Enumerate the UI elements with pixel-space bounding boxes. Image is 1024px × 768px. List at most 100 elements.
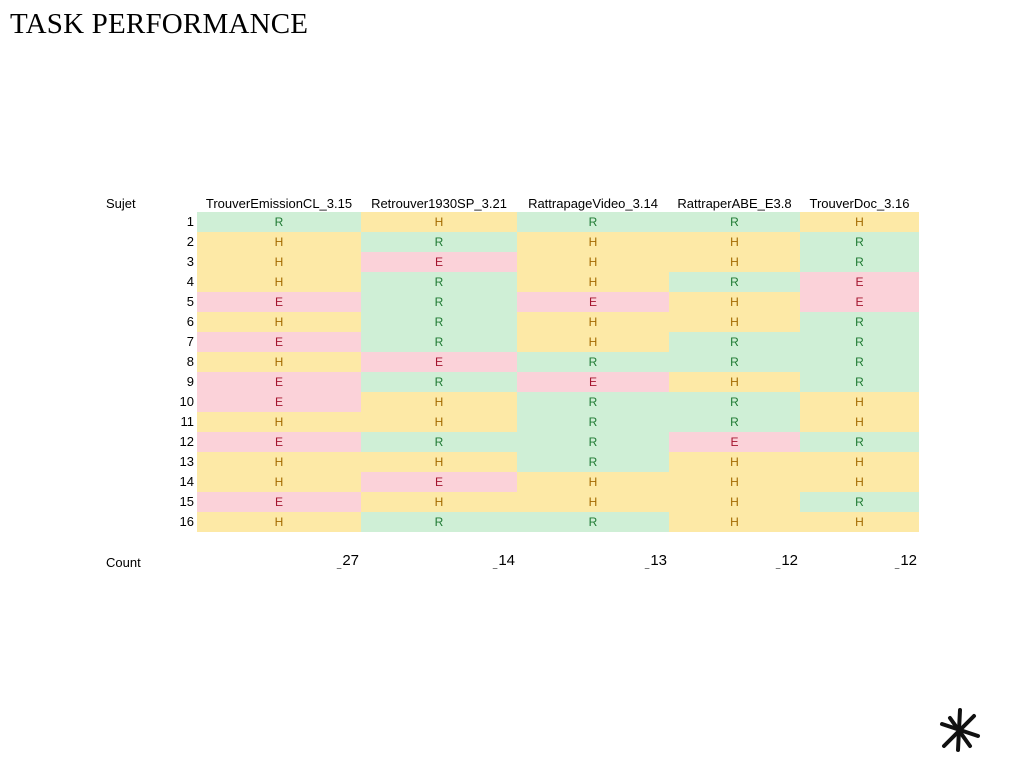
column-header: TrouverDoc_3.16 [809,196,910,211]
row-number: 14 [179,474,194,489]
table-cell: H [361,412,517,432]
row-number: 13 [179,454,194,469]
row-number: 9 [186,374,194,389]
count-value: _27 [299,552,359,569]
table-cell: E [197,392,361,412]
table-cell: H [669,232,800,252]
table-cell: H [197,272,361,292]
table-cell: R [517,512,669,532]
table-cell: H [669,452,800,472]
table-cell: R [800,232,919,252]
row-number: 7 [186,334,194,349]
table-cell: H [197,452,361,472]
table-cell: R [800,252,919,272]
table-cell: R [800,432,919,452]
table-cell: R [361,272,517,292]
table-cell: H [800,512,919,532]
table-cell: E [197,292,361,312]
table-cell: E [197,332,361,352]
table-cell: R [361,232,517,252]
table-cell: R [361,372,517,392]
count-row-label: Count [106,555,141,570]
column-header: Retrouver1930SP_3.21 [371,196,507,211]
row-number: 4 [186,274,194,289]
row-number: 8 [186,354,194,369]
table-cell: H [800,412,919,432]
table-cell: H [669,292,800,312]
table-cell: R [800,352,919,372]
row-number: 12 [179,434,194,449]
table-cell: H [197,412,361,432]
table-cell: E [361,252,517,272]
table-cell: E [197,432,361,452]
table-cell: H [361,492,517,512]
count-number: 12 [781,552,798,569]
row-number: 10 [179,394,194,409]
table-cell: H [517,492,669,512]
table-cell: R [517,432,669,452]
row-number: 16 [179,514,194,529]
table-cell: R [669,332,800,352]
table-cell: H [197,232,361,252]
table-cell: R [361,312,517,332]
column-header: RattrapageVideo_3.14 [528,196,658,211]
row-number: 1 [186,214,194,229]
table-cell: H [197,352,361,372]
count-marker-icon: _ [492,560,498,569]
table-cell: R [669,212,800,232]
table-cell: H [197,512,361,532]
count-value: _14 [455,552,515,569]
table-cell: H [669,372,800,392]
table-cell: R [517,392,669,412]
table-cell: R [669,352,800,372]
table-cell: H [361,452,517,472]
table-cell: E [517,292,669,312]
page-title: TASK PERFORMANCE [10,8,309,40]
table-cell: R [800,312,919,332]
table-cell: E [517,372,669,392]
table-cell: H [800,392,919,412]
row-number: 15 [179,494,194,509]
table-cell: R [197,212,361,232]
table-cell: H [197,312,361,332]
table-cell: R [361,332,517,352]
table-cell: H [669,512,800,532]
count-value: _12 [738,552,798,569]
table-cell: H [517,252,669,272]
table-cell: H [517,272,669,292]
row-number: 2 [186,234,194,249]
table-cell: H [517,472,669,492]
table-cell: H [800,472,919,492]
count-number: 13 [650,552,667,569]
table-cell: H [669,252,800,272]
count-marker-icon: _ [644,560,650,569]
table-cell: H [517,312,669,332]
table-cell: R [669,272,800,292]
table-cell: H [197,252,361,272]
count-number: 27 [342,552,359,569]
table-cell: H [669,312,800,332]
count-value: _12 [857,552,917,569]
table-cell: R [361,432,517,452]
table-cell: H [197,472,361,492]
count-marker-icon: _ [336,560,342,569]
table-cell: R [669,412,800,432]
table-cell: R [800,372,919,392]
count-number: 14 [498,552,515,569]
sujet-column-label: Sujet [106,196,136,211]
row-number: 11 [180,414,195,429]
table-cell: R [517,412,669,432]
table-cell: E [800,272,919,292]
table-cell: E [669,432,800,452]
table-cell: H [361,212,517,232]
column-header: RattraperABE_E3.8 [677,196,792,211]
table-cell: H [669,492,800,512]
table-cell: R [361,292,517,312]
table-cell: E [197,492,361,512]
asterisk-logo-icon [940,708,980,752]
count-value: _13 [607,552,667,569]
table-cell: R [517,212,669,232]
table-cell: R [800,332,919,352]
table-cell: H [669,472,800,492]
table-cell: H [517,232,669,252]
